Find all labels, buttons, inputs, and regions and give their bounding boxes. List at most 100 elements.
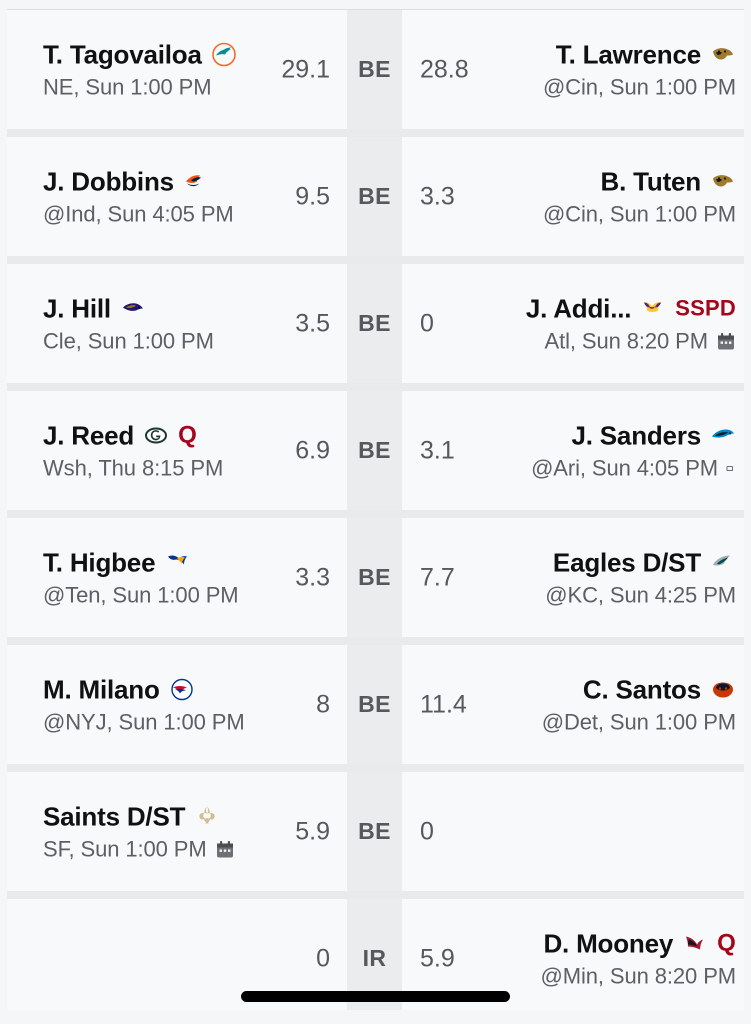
right-team-cell[interactable]: B. Tuten @Cin, Sun 1:00 PM 3.3 [402,137,744,256]
projected-score-right: 5.9 [420,944,455,972]
player-block-right[interactable]: D. Mooney Q @Min, Sun 8:20 PM [541,928,737,989]
left-team-cell[interactable]: Saints D/ST SF, Sun 1:00 PM 5.9 [7,772,347,891]
player-block-left[interactable]: T. Tagovailoa NE, Sun 1:00 PM [43,39,237,100]
top-safe-area [0,0,751,10]
player-name[interactable]: D. Mooney [543,928,674,958]
right-team-cell[interactable]: C. Santos @Det, Sun 1:00 PM 11.4 [402,645,744,764]
projected-score-right: 3.3 [420,182,455,210]
roster-slot-label[interactable]: BE [358,691,391,717]
player-name-line: B. Tuten [601,166,736,197]
player-name[interactable]: J. Dobbins [43,166,174,196]
player-matchup-line: @Min, Sun 8:20 PM [541,963,737,989]
injury-status-badge: Q [178,421,197,449]
left-team-cell[interactable]: J. Hill Cle, Sun 1:00 PM 3.5 [7,264,347,383]
roster-slot-label[interactable]: BE [358,818,391,844]
right-team-cell[interactable]: J. Sanders @Ari, Sun 4:05 PM 3.1 [402,391,744,510]
left-team-cell[interactable]: M. Milano @NYJ, Sun 1:00 PM 8 [7,645,347,764]
right-team-cell[interactable]: J. Addi... SSPD Atl, Sun 8:20 PM 0 [402,264,744,383]
player-name[interactable]: J. Hill [43,293,111,323]
roster-slot-label[interactable]: BE [358,310,391,336]
player-matchup-text: @KC, Sun 4:25 PM [545,582,736,607]
slot-column-band [347,264,402,383]
player-matchup-line: @Ari, Sun 4:05 PM [531,455,736,481]
player-matchup-text: SF, Sun 1:00 PM [43,836,207,861]
roster-row[interactable]: J. Hill Cle, Sun 1:00 PM 3.5 J. Addi... SSPD… [0,264,751,383]
projected-score-left: 3.5 [295,309,330,337]
projected-score-right: 3.1 [420,436,455,464]
roster-row[interactable]: J. Dobbins @Ind, Sun 4:05 PM 9.5 B. Tuten @C… [0,137,751,256]
player-name-line: J. Hill [43,293,146,324]
saints-logo-icon [194,804,220,830]
calendar-icon[interactable] [215,839,235,859]
player-name[interactable]: Saints D/ST [43,801,186,831]
player-block-left[interactable]: J. Reed Q Wsh, Thu 8:15 PM [43,420,223,481]
left-team-cell[interactable]: T. Higbee @Ten, Sun 1:00 PM 3.3 [7,518,347,637]
broncos-logo-icon [183,169,209,195]
player-matchup-line: @Ind, Sun 4:05 PM [43,201,234,227]
left-team-cell[interactable]: J. Dobbins @Ind, Sun 4:05 PM 9.5 [7,137,347,256]
roster-slot-label[interactable]: BE [358,183,391,209]
roster-row[interactable]: J. Reed Q Wsh, Thu 8:15 PM 6.9 J. Sanders @Ar… [0,391,751,510]
left-team-cell[interactable]: J. Reed Q Wsh, Thu 8:15 PM 6.9 [7,391,347,510]
player-block-right[interactable]: J. Sanders @Ari, Sun 4:05 PM [531,420,736,481]
player-block-right[interactable]: Eagles D/ST @KC, Sun 4:25 PM [545,547,736,608]
home-indicator[interactable] [241,991,510,1002]
bills-logo-icon [169,677,195,703]
player-block-right[interactable]: T. Lawrence @Cin, Sun 1:00 PM [543,39,736,100]
left-team-cell[interactable]: T. Tagovailoa NE, Sun 1:00 PM 29.1 [7,10,347,129]
right-edge-gutter [744,0,751,1024]
roster-list[interactable]: T. Tagovailoa NE, Sun 1:00 PM 29.1 T. Lawre… [0,10,751,1024]
player-name[interactable]: Eagles D/ST [552,547,701,577]
player-name[interactable]: T. Lawrence [555,39,701,69]
projected-score-left: 5.9 [295,817,330,845]
player-matchup-line: @Cin, Sun 1:00 PM [543,201,736,227]
player-block-left[interactable]: Saints D/ST SF, Sun 1:00 PM [43,801,235,862]
roster-slot-label[interactable]: BE [358,437,391,463]
player-name[interactable]: C. Santos [582,674,701,704]
player-block-left[interactable]: J. Hill Cle, Sun 1:00 PM [43,293,214,354]
bottom-safe-area [0,1010,751,1024]
roster-row[interactable]: M. Milano @NYJ, Sun 1:00 PM 8 C. Santos @Det… [0,645,751,764]
player-name[interactable]: T. Higbee [43,547,156,577]
roster-slot-label[interactable]: BE [358,564,391,590]
player-name[interactable]: J. Reed [43,420,135,450]
player-block-left[interactable]: T. Higbee @Ten, Sun 1:00 PM [43,547,239,608]
roster-slot-label[interactable]: IR [362,945,387,971]
projected-score-left: 6.9 [295,436,330,464]
player-matchup-line: @Det, Sun 1:00 PM [542,709,736,735]
rams-logo-icon [164,550,190,576]
player-name[interactable]: T. Tagovailoa [43,39,202,69]
broadcast-icon[interactable] [726,458,736,478]
roster-row[interactable]: Saints D/ST SF, Sun 1:00 PM 5.9 0 BE [0,772,751,891]
right-team-cell[interactable]: Eagles D/ST @KC, Sun 4:25 PM 7.7 [402,518,744,637]
player-matchup-line: Atl, Sun 8:20 PM [545,328,737,354]
player-block-left[interactable]: J. Dobbins @Ind, Sun 4:05 PM [43,166,234,227]
right-team-cell[interactable]: 0 [402,772,744,891]
player-name[interactable]: M. Milano [43,674,160,704]
player-matchup-line: Wsh, Thu 8:15 PM [43,455,223,481]
roster-row[interactable]: T. Higbee @Ten, Sun 1:00 PM 3.3 Eagles D/ST… [0,518,751,637]
player-block-right[interactable]: B. Tuten @Cin, Sun 1:00 PM [543,166,736,227]
roster-row[interactable]: T. Tagovailoa NE, Sun 1:00 PM 29.1 T. Lawre… [0,10,751,129]
player-name-line: J. Addi... SSPD [526,293,736,324]
dolphins-logo-icon [211,42,237,68]
jaguars-logo-icon [710,169,736,195]
player-matchup-text: NE, Sun 1:00 PM [43,74,212,99]
jaguars-logo-icon [710,42,736,68]
ravens-logo-icon [120,296,146,322]
player-name[interactable]: B. Tuten [600,166,702,196]
player-name[interactable]: J. Addi... [525,293,632,323]
top-hairline-divider [0,9,751,10]
projected-score-right: 28.8 [420,55,469,83]
projected-score-left: 29.1 [281,55,330,83]
player-name[interactable]: J. Sanders [571,420,701,450]
right-team-cell[interactable]: T. Lawrence @Cin, Sun 1:00 PM 28.8 [402,10,744,129]
player-name-line: C. Santos [583,674,736,705]
roster-slot-label[interactable]: BE [358,56,391,82]
calendar-icon[interactable] [716,331,736,351]
player-block-left[interactable]: M. Milano @NYJ, Sun 1:00 PM [43,674,245,735]
player-block-right[interactable]: C. Santos @Det, Sun 1:00 PM [542,674,736,735]
player-name-line: J. Reed Q [43,420,197,451]
player-block-right[interactable]: J. Addi... SSPD Atl, Sun 8:20 PM [526,293,736,354]
player-name-line: D. Mooney Q [543,928,736,959]
